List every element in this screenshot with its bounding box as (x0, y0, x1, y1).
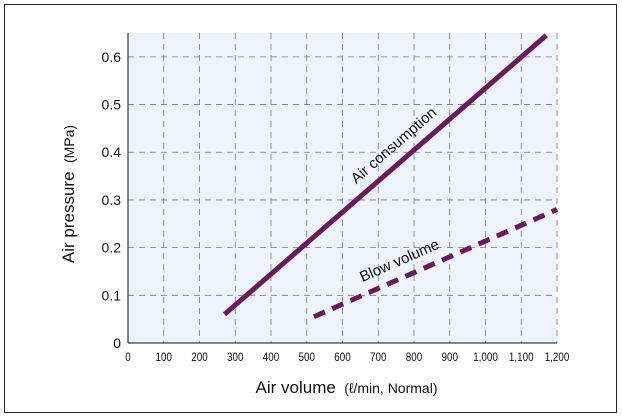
x-tick-label: 600 (334, 351, 350, 364)
y-axis-title: Air pressure (MPa) (59, 125, 78, 263)
x-tick-label: 400 (263, 351, 279, 364)
y-tick-label: 0.6 (102, 49, 122, 65)
y-tick-label: 0 (113, 335, 121, 351)
y-tick-label: 0.2 (102, 240, 122, 256)
air-consumption-line (222, 33, 548, 317)
y-tick-label: 0.4 (102, 144, 122, 160)
x-tick-label: 1,200 (545, 351, 570, 364)
x-tick-label: 500 (299, 351, 315, 364)
y-axis-ticks: 0 0.1 0.2 0.3 0.4 0.5 0.6 (102, 49, 122, 351)
x-tick-label: 100 (156, 351, 172, 364)
x-tick-label: 900 (442, 351, 458, 364)
x-tick-label: 1,000 (473, 351, 498, 364)
x-tick-label: 0 (125, 351, 130, 364)
x-axis-title-main: Air volume (256, 378, 336, 397)
y-tick-label: 0.3 (102, 192, 122, 208)
x-axis-title-unit: (ℓ/min, Normal) (344, 380, 437, 396)
y-tick-label: 0.1 (102, 287, 122, 303)
axes (127, 33, 557, 344)
y-axis-title-main: Air pressure (59, 171, 78, 263)
blow-volume-line (312, 207, 559, 320)
x-axis-ticks: 0 100 200 300 400 500 600 700 800 900 1,000 1,100 1,… (125, 351, 569, 364)
x-tick-label: 300 (227, 351, 243, 364)
x-axis-title: Air volume (ℓ/min, Normal) (256, 378, 438, 397)
x-tick-label: 800 (406, 351, 422, 364)
x-tick-label: 700 (370, 351, 386, 364)
series-group (222, 33, 559, 320)
grid (128, 33, 558, 343)
y-axis-title-unit: (MPa) (61, 125, 77, 163)
x-tick-label: 1,100 (509, 351, 534, 364)
x-tick-label: 200 (191, 351, 207, 364)
y-tick-label: 0.5 (102, 97, 122, 113)
